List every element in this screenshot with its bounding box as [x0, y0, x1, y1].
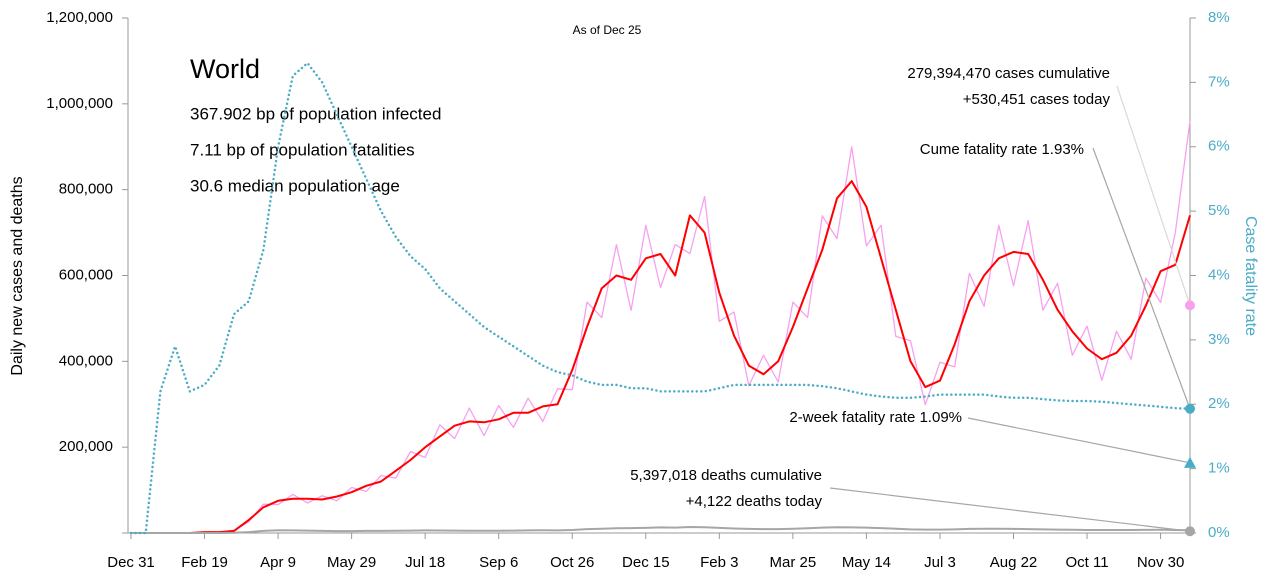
info-line: 367.902 bp of population infected	[190, 104, 441, 123]
annotation-text: 279,394,470 cases cumulative	[907, 65, 1110, 82]
x-tick-label: Oct 11	[1066, 554, 1109, 571]
annotation-text: 5,397,018 deaths cumulative	[630, 467, 822, 484]
y2-tick-label: 0%	[1208, 524, 1230, 541]
y2-tick-label: 2%	[1208, 395, 1230, 412]
x-tick-label: Jul 3	[924, 554, 956, 571]
x-tick-label: Dec 15	[622, 554, 670, 571]
y-axis-label: Daily new cases and deaths	[9, 176, 26, 375]
x-tick-label: May 29	[327, 554, 376, 571]
annotation-leader	[829, 487, 1191, 532]
x-tick-label: Dec 31	[107, 554, 155, 571]
series-line	[131, 180, 1191, 534]
x-tick-label: Sep 6	[479, 554, 518, 571]
info-line: 30.6 median population age	[190, 176, 400, 195]
annotation-text: +530,451 cases today	[963, 91, 1111, 108]
x-tick-label: Mar 25	[770, 554, 817, 571]
annotation-marker	[1185, 526, 1195, 537]
y2-tick-label: 7%	[1208, 73, 1230, 90]
x-tick-label: Oct 26	[550, 554, 594, 571]
y2-tick-label: 6%	[1208, 138, 1230, 155]
x-tick-label: Aug 22	[990, 554, 1038, 571]
x-tick-label: Feb 19	[181, 554, 228, 571]
y-tick-label: 400,000	[59, 352, 113, 369]
x-tick-label: Feb 3	[700, 554, 738, 571]
annotation-marker	[1185, 403, 1195, 414]
series-line	[131, 120, 1191, 534]
annotation-leader	[967, 417, 1191, 464]
annotation-text: Cume fatality rate 1.93%	[920, 141, 1084, 158]
y2-tick-label: 1%	[1208, 460, 1230, 477]
info-line: 7.11 bp of population fatalities	[190, 140, 415, 159]
x-tick-label: Jul 18	[405, 554, 445, 571]
x-tick-label: Apr 9	[260, 554, 296, 571]
annotation-text: 2-week fatality rate 1.09%	[789, 409, 962, 426]
annotation-leader	[1116, 85, 1191, 306]
y2-tick-label: 4%	[1208, 266, 1230, 283]
info-title: World	[190, 54, 260, 84]
y-tick-label: 200,000	[59, 438, 113, 455]
annotation-text: +4,122 deaths today	[686, 493, 823, 510]
y2-axis-label: Case fatality rate	[1242, 216, 1259, 336]
x-tick-label: May 14	[842, 554, 891, 571]
series-line	[131, 526, 1191, 534]
y-tick-label: 800,000	[59, 181, 113, 198]
chart-subtitle: As of Dec 25	[573, 23, 642, 37]
annotation-marker	[1184, 456, 1196, 468]
y-tick-label: 1,000,000	[46, 95, 113, 112]
y2-tick-label: 5%	[1208, 202, 1230, 219]
y2-tick-label: 8%	[1208, 9, 1230, 26]
series-line	[129, 61, 1192, 535]
y-tick-label: 1,200,000	[46, 9, 113, 26]
annotation-leader	[1092, 147, 1191, 409]
y-tick-label: 600,000	[59, 266, 113, 283]
annotation-marker	[1185, 300, 1195, 311]
x-tick-label: Nov 30	[1137, 554, 1185, 571]
y2-tick-label: 3%	[1208, 331, 1230, 348]
